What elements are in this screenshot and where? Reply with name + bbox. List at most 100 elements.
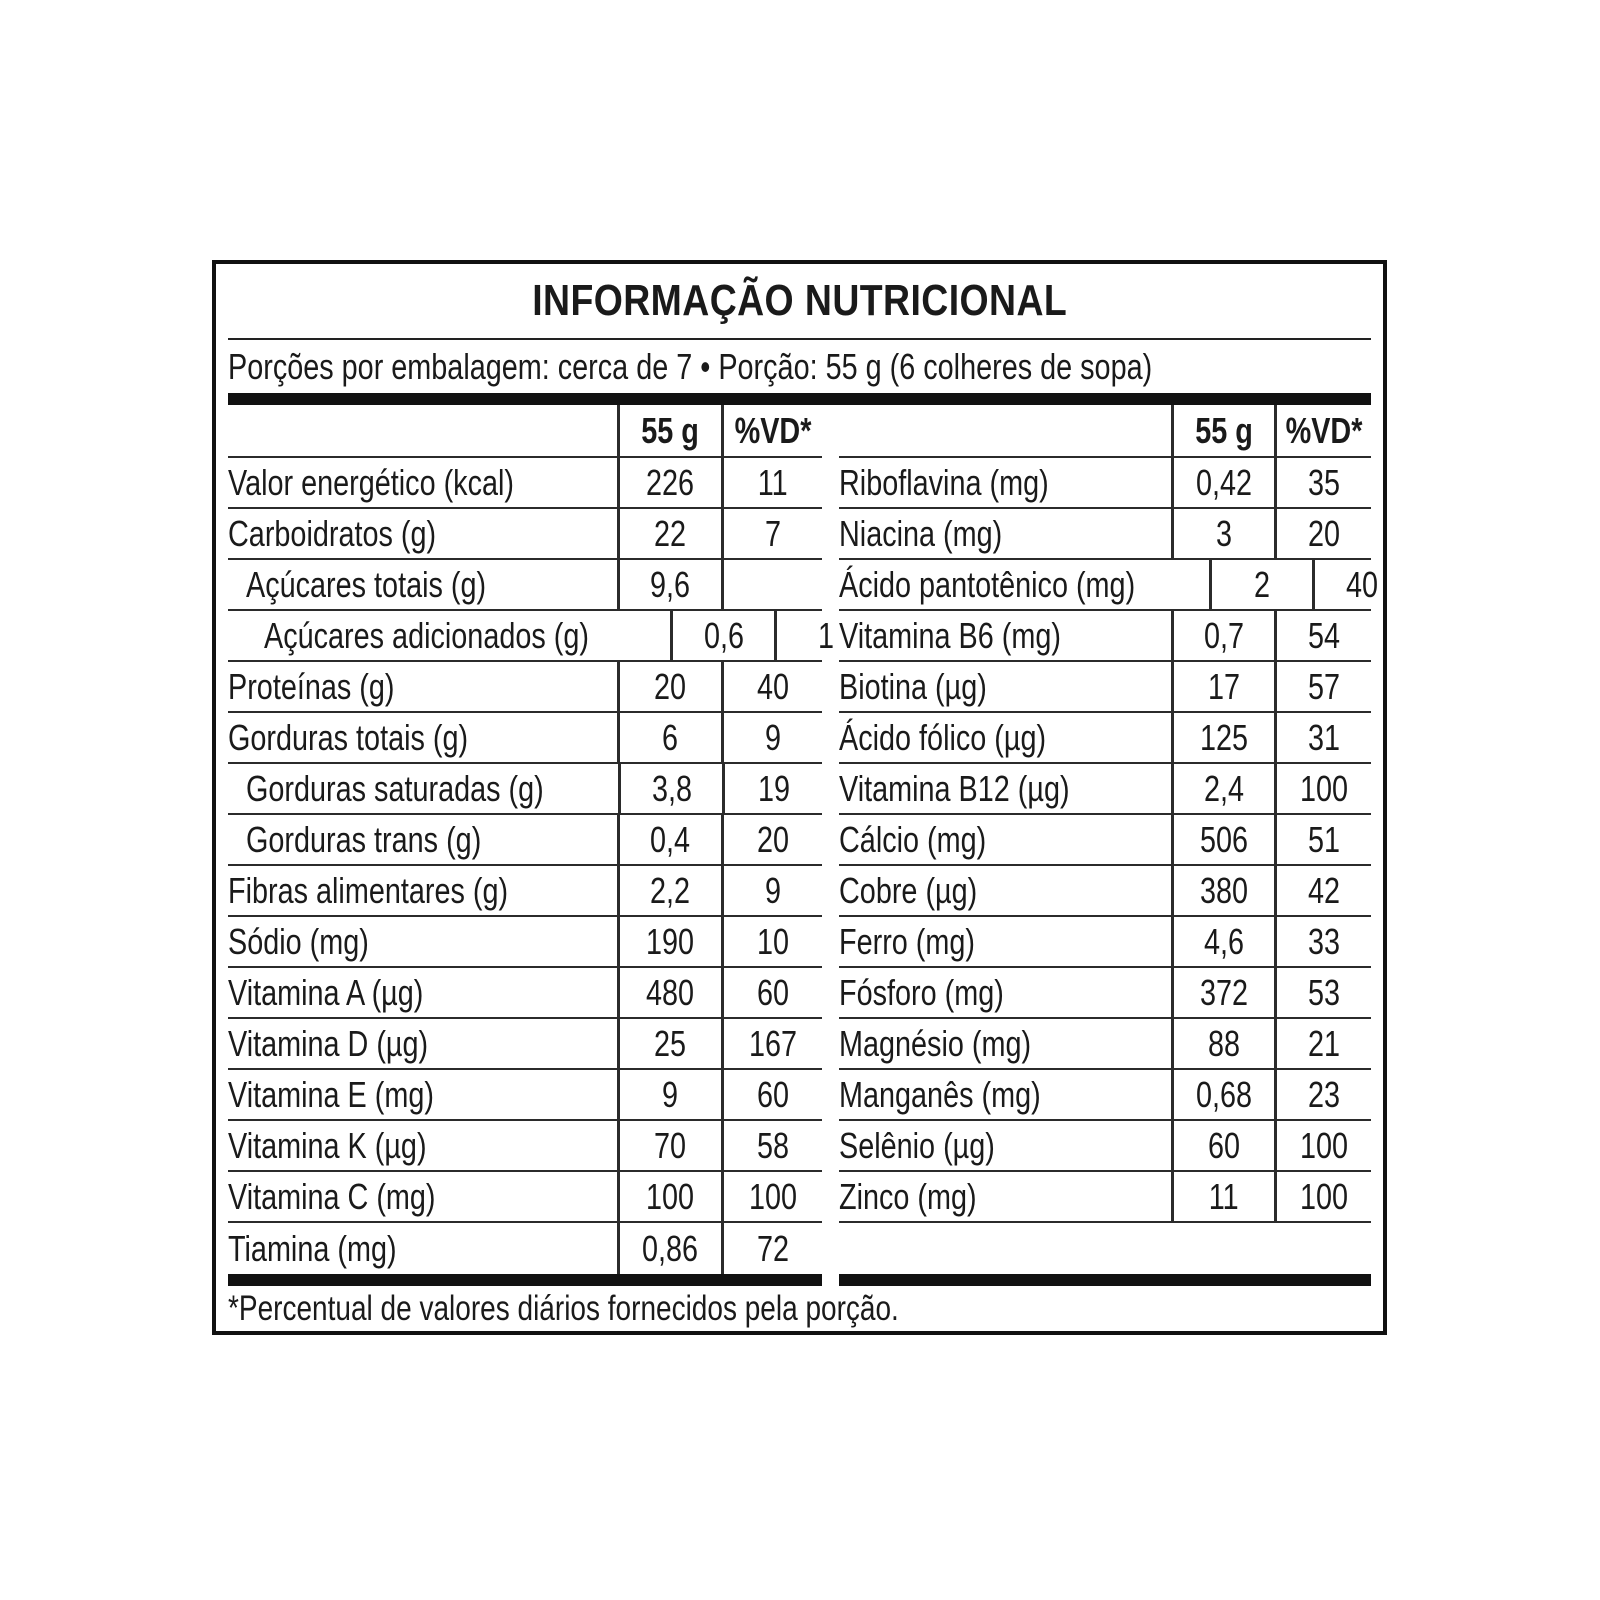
nutrient-dv-cell: 100 <box>1274 1172 1371 1221</box>
nutrient-amount-cell: 0,86 <box>617 1223 721 1274</box>
nutrient-dv-cell: 20 <box>1274 509 1371 558</box>
nutrient-name: Biotina (µg) <box>839 665 987 707</box>
nutrient-amount: 9,6 <box>650 563 691 605</box>
nutrient-table-left: 55 g %VD* Valor energético (kcal) 226 11 Ca… <box>228 405 834 1286</box>
nutrient-name: Gorduras saturadas (g) <box>246 767 544 809</box>
header-amount-cell: 55 g <box>1171 405 1274 456</box>
nutrient-row: Carboidratos (g) 22 7 <box>228 509 822 560</box>
nutrient-name-cell: Valor energético (kcal) <box>228 458 617 507</box>
nutrient-name: Riboflavina (mg) <box>839 461 1049 503</box>
nutrient-dv: 35 <box>1307 461 1341 503</box>
nutrient-amount: 25 <box>654 1022 687 1064</box>
nutrient-name-cell: Niacina (mg) <box>839 509 1171 558</box>
nutrient-amount: 70 <box>654 1124 687 1166</box>
nutrient-name: Niacina (mg) <box>839 512 1003 554</box>
nutrient-name: Tiamina (mg) <box>228 1227 397 1269</box>
nutrient-amount-cell: 380 <box>1171 866 1274 915</box>
nutrient-amount: 0,42 <box>1195 461 1253 503</box>
label-title-block: INFORMAÇÃO NUTRICIONAL <box>228 264 1371 338</box>
nutrient-dv: 40 <box>756 665 790 707</box>
footnote-block: *Percentual de valores diários fornecido… <box>228 1286 1371 1331</box>
nutrient-amount: 22 <box>654 512 687 554</box>
nutrient-amount: 0,6 <box>703 614 744 656</box>
nutrient-dv: 19 <box>758 767 791 809</box>
nutrient-dv-cell: 31 <box>1274 713 1371 762</box>
nutrient-row: Proteínas (g) 20 40 <box>228 662 822 713</box>
nutrient-amount-cell: 506 <box>1171 815 1274 864</box>
nutrient-dv-cell: 9 <box>721 866 822 915</box>
nutrient-amount: 2,4 <box>1203 767 1245 809</box>
nutrient-row: Selênio (µg) 60 100 <box>839 1121 1371 1172</box>
nutrient-name: Vitamina K (µg) <box>228 1124 427 1166</box>
nutrient-dv: 100 <box>1299 767 1349 809</box>
nutrient-amount: 3 <box>1215 512 1233 554</box>
header-dv-cell: %VD* <box>1274 405 1371 456</box>
nutrient-amount: 0,68 <box>1195 1073 1253 1115</box>
nutrient-tables: 55 g %VD* Valor energético (kcal) 226 11 Ca… <box>228 405 1378 1286</box>
nutrient-name-cell: Vitamina B12 (µg) <box>839 764 1171 813</box>
nutrient-dv-cell: 51 <box>1274 815 1371 864</box>
nutrient-dv-cell: 19 <box>722 764 823 813</box>
nutrient-amount-cell: 25 <box>617 1019 721 1068</box>
nutrient-amount-cell: 22 <box>617 509 721 558</box>
nutrient-dv: 60 <box>756 971 790 1013</box>
nutrient-dv: 20 <box>756 818 790 860</box>
nutrient-row: Gorduras trans (g) 0,4 20 <box>228 815 822 866</box>
nutrient-row: Magnésio (mg) 88 21 <box>839 1019 1371 1070</box>
nutrient-amount-cell: 0,6 <box>670 611 774 660</box>
nutrient-amount-cell: 70 <box>617 1121 721 1170</box>
nutrient-dv-cell: 54 <box>1274 611 1371 660</box>
nutrient-name-cell: Proteínas (g) <box>228 662 617 711</box>
nutrient-dv-cell: 100 <box>721 1172 822 1221</box>
nutrient-amount-cell: 2,2 <box>617 866 721 915</box>
nutrient-amount-cell: 0,68 <box>1171 1070 1274 1119</box>
nutrient-dv: 21 <box>1307 1022 1341 1064</box>
nutrient-dv: 167 <box>748 1022 798 1064</box>
nutrient-name-cell: Ácido pantotênico (mg) <box>839 560 1209 609</box>
nutrient-dv-cell: 9 <box>721 713 822 762</box>
nutrient-name-cell: Cálcio (mg) <box>839 815 1171 864</box>
nutrient-dv: 42 <box>1307 869 1341 911</box>
bottom-thick-bar-left <box>228 1274 822 1286</box>
nutrient-amount-cell: 2,4 <box>1171 764 1274 813</box>
nutrient-row: Biotina (µg) 17 57 <box>839 662 1371 713</box>
title-divider <box>228 338 1371 340</box>
nutrient-amount: 0,4 <box>650 818 691 860</box>
nutrient-name: Sódio (mg) <box>228 920 369 962</box>
nutrient-name: Açúcares adicionados (g) <box>264 614 589 656</box>
nutrient-dv: 100 <box>748 1175 798 1217</box>
nutrient-name-cell: Cobre (µg) <box>839 866 1171 915</box>
nutrient-dv-cell: 1 <box>774 611 875 660</box>
nutrient-name: Gorduras totais (g) <box>228 716 469 758</box>
amount-column-header: 55 g <box>641 409 700 451</box>
nutrient-dv: 54 <box>1307 614 1341 656</box>
nutrient-row: Ferro (mg) 4,6 33 <box>839 917 1371 968</box>
nutrient-name-cell: Biotina (µg) <box>839 662 1171 711</box>
nutrient-dv-cell: 100 <box>1274 1121 1371 1170</box>
nutrient-amount-cell: 17 <box>1171 662 1274 711</box>
nutrient-name-cell: Magnésio (mg) <box>839 1019 1171 1068</box>
nutrient-dv: 58 <box>756 1124 790 1166</box>
nutrient-dv-cell: 40 <box>721 662 822 711</box>
nutrient-amount: 4,6 <box>1203 920 1245 962</box>
nutrient-name: Vitamina A (µg) <box>228 971 424 1013</box>
dv-column-header: %VD* <box>734 409 812 451</box>
table-gutter <box>822 405 839 1286</box>
nutrient-name-cell: Açúcares adicionados (g) <box>228 611 670 660</box>
nutrient-amount-cell: 9,6 <box>617 560 721 609</box>
nutrient-amount: 60 <box>1207 1124 1241 1166</box>
nutrient-name: Valor energético (kcal) <box>228 461 514 503</box>
nutrient-name-cell: Tiamina (mg) <box>228 1223 617 1274</box>
nutrient-name-cell: Zinco (mg) <box>839 1172 1171 1221</box>
nutrient-amount-cell: 0,7 <box>1171 611 1274 660</box>
nutrient-dv: 100 <box>1299 1175 1349 1217</box>
nutrient-name: Manganês (mg) <box>839 1073 1041 1115</box>
nutrient-dv-cell: 20 <box>721 815 822 864</box>
nutrient-name: Ácido pantotênico (mg) <box>839 563 1136 605</box>
nutrient-dv-cell: 23 <box>1274 1070 1371 1119</box>
nutrient-dv: 11 <box>758 461 788 503</box>
nutrient-amount: 480 <box>646 971 695 1013</box>
nutrient-name-cell: Ferro (mg) <box>839 917 1171 966</box>
nutrient-dv: 7 <box>764 512 782 554</box>
